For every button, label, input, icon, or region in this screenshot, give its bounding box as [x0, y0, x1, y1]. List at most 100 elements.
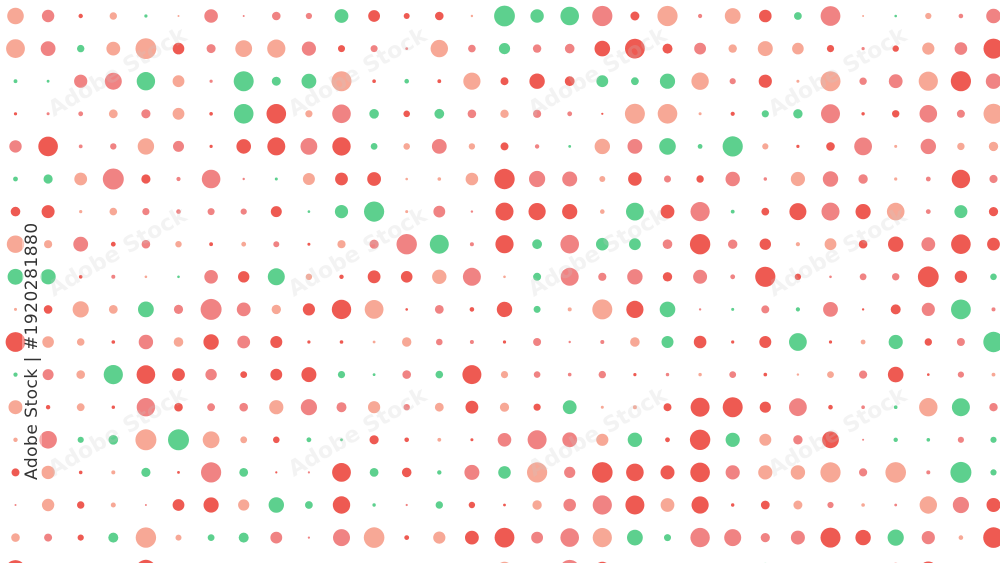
dot — [990, 469, 997, 476]
dot — [435, 11, 444, 21]
dot — [690, 527, 710, 548]
dot — [144, 14, 148, 18]
dot — [986, 498, 1000, 512]
dot — [331, 299, 352, 320]
dot — [632, 405, 637, 410]
dot — [820, 6, 841, 26]
dot — [730, 274, 736, 280]
dot — [207, 534, 215, 541]
dot — [983, 103, 1000, 124]
dot — [339, 274, 344, 279]
dot — [46, 112, 50, 116]
dot — [600, 340, 605, 344]
dot — [861, 405, 865, 410]
dot — [372, 79, 376, 83]
dot — [372, 340, 376, 344]
dot — [755, 266, 776, 287]
dot — [660, 465, 675, 480]
dot — [533, 403, 541, 411]
dot — [533, 371, 541, 378]
dot — [894, 177, 898, 181]
dot — [334, 9, 349, 23]
dot — [305, 110, 313, 118]
dot — [793, 109, 803, 119]
dot — [985, 73, 1000, 89]
dot — [204, 9, 218, 23]
dot — [465, 530, 479, 545]
dot — [826, 45, 835, 53]
dot — [659, 138, 676, 155]
dot — [339, 340, 344, 344]
dot — [761, 110, 769, 118]
dot — [592, 299, 613, 320]
dot — [111, 470, 116, 475]
dot — [369, 468, 379, 477]
dot — [625, 495, 645, 515]
dot — [665, 437, 670, 443]
dot — [41, 205, 55, 219]
dot — [722, 397, 743, 418]
dot — [13, 372, 18, 377]
dot — [693, 269, 708, 284]
dot — [275, 471, 278, 474]
dot — [893, 437, 898, 442]
dot — [533, 338, 542, 346]
dot — [662, 43, 673, 54]
dot — [242, 177, 245, 181]
dot — [302, 173, 315, 185]
dot — [665, 372, 670, 377]
dot — [562, 559, 578, 563]
dot — [789, 398, 807, 417]
dot — [760, 533, 770, 543]
dot — [463, 72, 481, 90]
dot — [568, 145, 572, 148]
dot — [236, 302, 251, 317]
dot — [885, 462, 906, 483]
dot — [533, 305, 541, 313]
dot — [400, 271, 413, 283]
dot — [633, 373, 637, 377]
dot — [759, 238, 771, 250]
dot — [435, 370, 444, 379]
dot — [663, 403, 672, 412]
dot — [990, 436, 997, 443]
dot — [794, 273, 802, 280]
dot — [207, 403, 216, 412]
dot — [861, 503, 865, 507]
dot — [103, 365, 123, 385]
dot — [305, 12, 312, 20]
dot — [336, 402, 347, 413]
dot — [42, 336, 54, 348]
dot — [176, 176, 181, 182]
dot — [468, 501, 476, 509]
dot — [496, 301, 513, 318]
dot — [437, 437, 442, 442]
dot — [983, 527, 1000, 548]
dot — [138, 334, 154, 350]
dot — [77, 436, 84, 443]
dot — [307, 340, 311, 344]
dot — [624, 103, 645, 124]
dot — [958, 13, 964, 19]
dot — [988, 141, 999, 152]
dot — [301, 73, 317, 89]
dot — [498, 43, 511, 55]
dot — [795, 242, 801, 247]
dot — [405, 47, 409, 50]
dot — [110, 502, 116, 508]
dot — [405, 210, 409, 214]
dot — [6, 235, 25, 253]
dot — [664, 534, 671, 542]
dot — [693, 335, 707, 349]
dot — [925, 176, 931, 182]
dot — [820, 71, 841, 92]
dot — [372, 373, 376, 376]
dot — [175, 241, 182, 248]
dot — [664, 175, 671, 183]
dot — [111, 340, 116, 344]
dot — [954, 42, 968, 55]
dot — [922, 42, 935, 55]
dot — [822, 431, 839, 449]
dot — [429, 234, 449, 254]
dot — [698, 308, 702, 311]
